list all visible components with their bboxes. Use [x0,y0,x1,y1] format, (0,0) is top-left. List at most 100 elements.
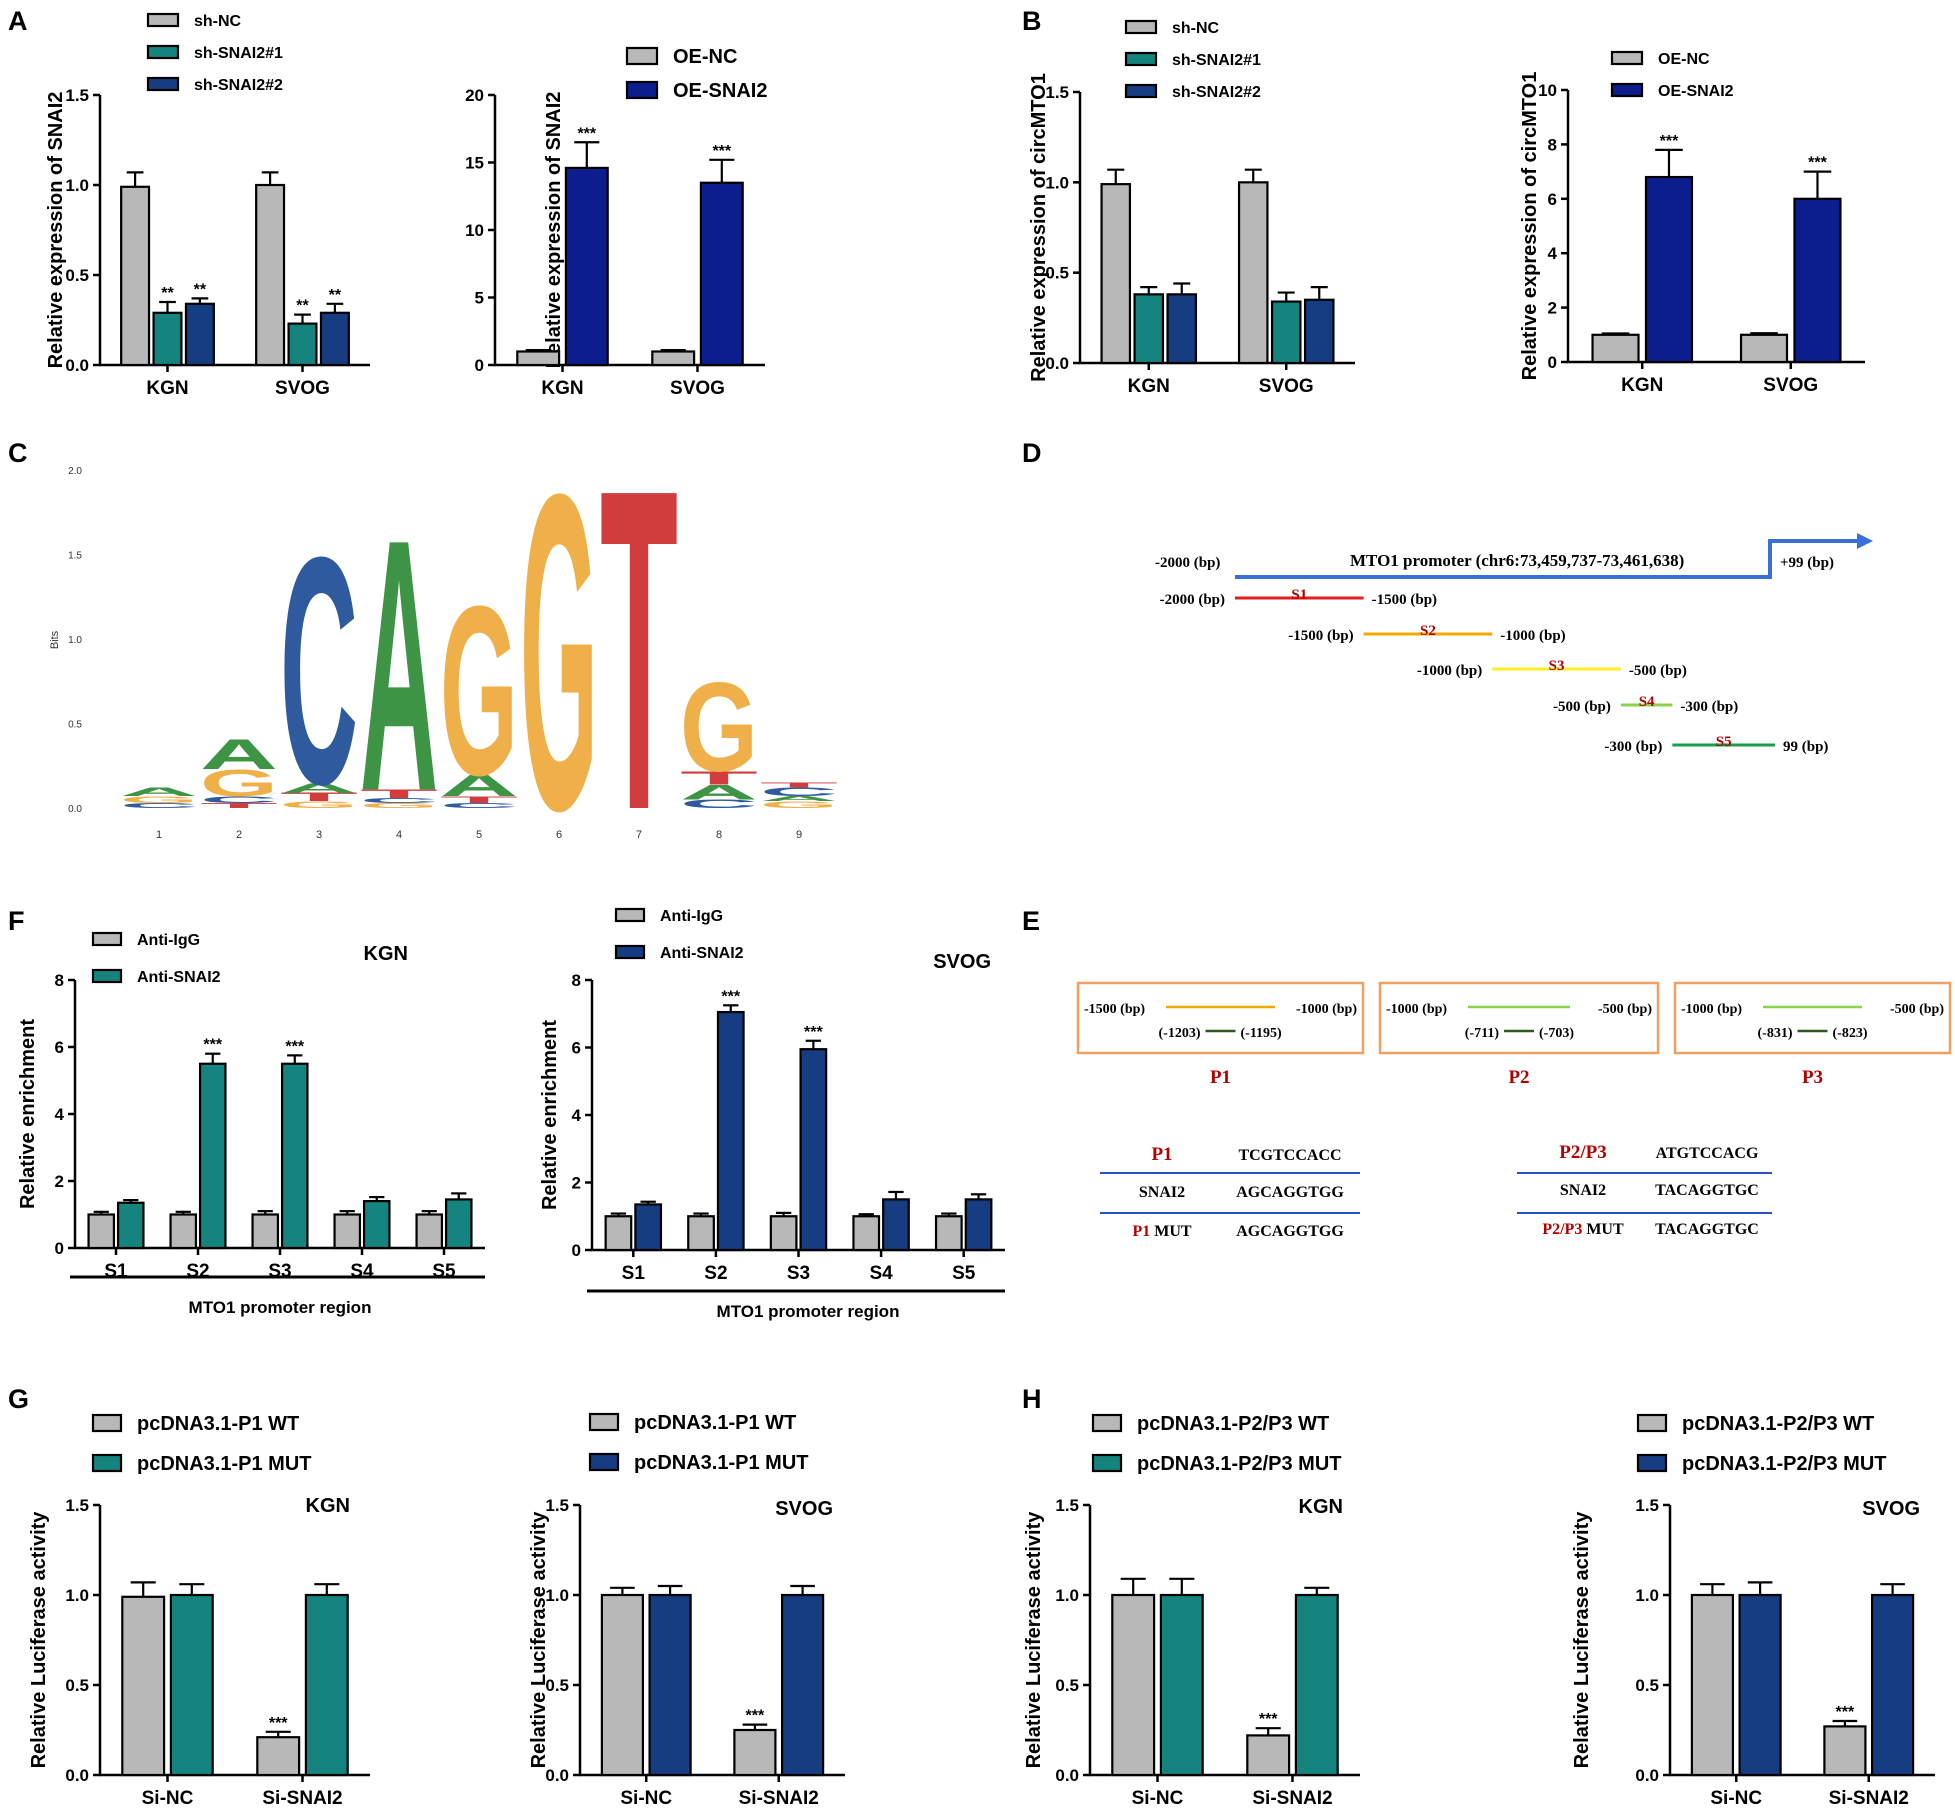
bar [733,1728,777,1777]
logo-letter: G [360,802,438,810]
chart-a2: 0 5 10 15 20 Relative expression of SNAI2 KGN *… [465,46,767,399]
y-tick-label: 20 [465,86,484,105]
legend-swatch [91,1413,123,1433]
binding-box [1076,981,1365,1055]
bar [280,1062,309,1250]
significance-label: *** [804,1024,823,1041]
bar [716,1010,745,1252]
logo-position-label: 1 [156,829,162,841]
x-tick-label: S4 [869,1263,893,1284]
legend-swatch [1124,19,1158,35]
promoter-title: MTO1 promoter (chr6:73,459,737-73,461,63… [1350,551,1684,570]
legend-label: sh-SNAI2#1 [194,45,283,62]
y-tick-label: 0.5 [65,1676,89,1695]
y-axis-label: Relative Luciferase activity [1571,1511,1593,1769]
bar [1159,1593,1204,1777]
y-tick-label: 1.0 [1045,173,1069,192]
legend-swatch [1124,51,1158,67]
bar [1100,183,1132,365]
bar [1303,298,1335,365]
y-tick-label: 0.5 [545,1676,569,1695]
legend-swatch [1636,1453,1668,1473]
y-axis-label: Relative Luciferase activity [528,1511,550,1769]
legend-label: sh-SNAI2#2 [1172,84,1261,101]
logo-letter: A [360,464,438,866]
logo-letter: C [680,798,758,811]
y-tick-label: 1.5 [1635,1496,1659,1515]
significance-label: *** [285,1038,304,1055]
y-tick-label: 1.5 [65,1496,89,1515]
table-row-label: P1 [1151,1144,1172,1165]
significance-label: *** [746,1708,765,1725]
significance-label: ** [329,287,342,304]
legend-label: pcDNA3.1-P2/P3 MUT [1682,1453,1887,1475]
chart-h1: 0.0 0.5 1.0 1.5 Relative Luciferase activity… [1023,1413,1360,1809]
box-right-label: -500 (bp) [1598,1002,1652,1017]
table-row-sequence: TACAGGTGC [1655,1182,1759,1199]
significance-label: ** [296,298,309,315]
promoter-arrowhead [1857,533,1873,549]
x-tick-label: KGN [541,378,583,399]
bar [1270,300,1302,365]
logo-letter: T [680,768,758,789]
logo-letter: T [440,795,518,805]
y-tick-label: 1.5 [545,1496,569,1515]
logo-letter: A [760,795,838,803]
significance-label: *** [577,125,596,142]
y-tick-label: 0 [1548,353,1557,372]
significance-label: *** [269,1715,288,1732]
y-tick-label: 0 [475,356,484,375]
legend-label: pcDNA3.1-P2/P3 WT [1137,1413,1329,1435]
y-tick-label: 1.0 [65,176,89,195]
y-tick-label: 0 [572,1241,581,1260]
site-name: P2 [1508,1067,1529,1088]
bar [256,1736,301,1777]
segment-right-label: -1000 (bp) [1500,628,1565,644]
segment-left-label: -300 (bp) [1604,739,1662,755]
promoter-start-label: -2000 (bp) [1155,555,1220,571]
logo-y-tick-label: 2.0 [68,466,82,477]
bar [1111,1593,1156,1777]
x-tick-label: SVOG [1763,375,1818,396]
logo-letter: C [280,489,358,851]
chart-title: SVOG [933,951,991,973]
logo-letter: A [280,780,358,796]
y-tick-label: 0.5 [1635,1676,1659,1695]
y-tick-label: 10 [465,221,484,240]
legend-swatch [1124,83,1158,99]
y-tick-label: 15 [465,154,484,173]
legend-label: OE-NC [673,46,737,68]
logo-letter: T [600,395,678,906]
logo-position-label: 6 [556,829,562,841]
segment-right-label: -300 (bp) [1680,699,1738,715]
logo-letter: C [760,786,838,799]
legend-label: pcDNA3.1-P2/P3 WT [1682,1413,1874,1435]
x-tick-label: S5 [952,1263,976,1284]
site-left-label: (-711) [1465,1026,1500,1041]
x-axis-label: MTO1 promoter region [189,1298,372,1317]
bar [415,1213,444,1250]
bar [651,350,696,367]
logo-letter: A [120,786,198,799]
panel-letter-c: C [8,438,28,468]
x-tick-label: KGN [1621,375,1663,396]
legend-label: pcDNA3.1-P1 WT [137,1413,299,1435]
y-axis-label: Relative expression of SNAI2 [543,92,565,369]
legend-swatch [146,76,180,92]
bar [87,1213,116,1250]
x-tick-label: SVOG [1259,376,1314,397]
bar [319,311,350,367]
segment-right-label: -1500 (bp) [1372,592,1437,608]
segment-left-label: -1000 (bp) [1417,663,1482,679]
bar [648,1593,692,1777]
site-left-label: (-1203) [1159,1026,1201,1041]
legend-swatch [625,80,659,100]
significance-label: *** [203,1037,222,1054]
table-row-label: P2/P3 MUT [1542,1221,1624,1238]
legend-swatch [1091,1413,1123,1433]
logo-position-label: 7 [636,829,642,841]
x-axis-label: MTO1 promoter region [717,1302,900,1321]
